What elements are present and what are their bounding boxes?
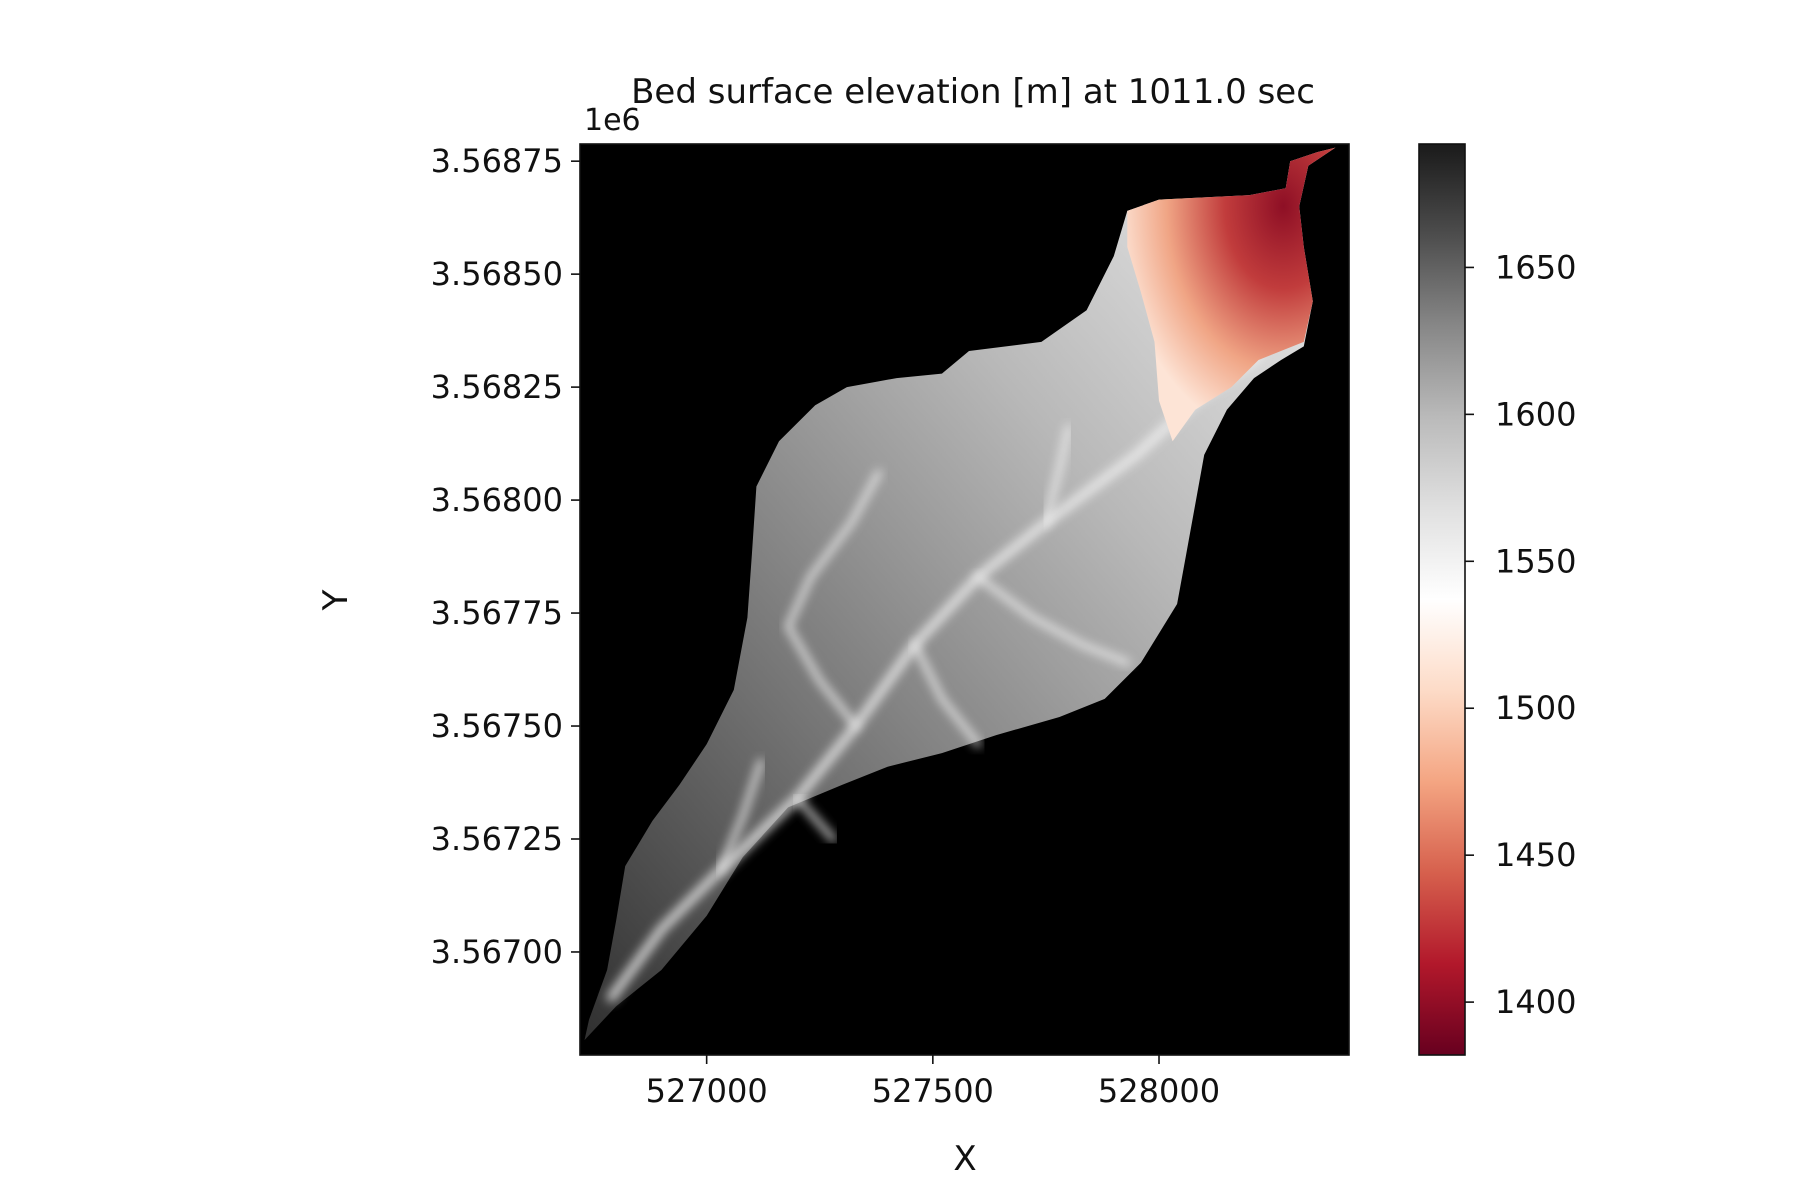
- colorbar-tick-label: 1450: [1495, 836, 1576, 874]
- channel-line: [911, 641, 982, 748]
- colorbar-ticks: 1400 1450 1500 1550 1600 1650: [1465, 248, 1576, 1021]
- colorbar-tick-label: 1500: [1495, 689, 1576, 727]
- y-offset-label: 1e6: [584, 103, 641, 138]
- colorbar-tick-label: 1400: [1495, 983, 1576, 1021]
- channel-line: [793, 794, 837, 843]
- x-tick-label: 528000: [1098, 1072, 1220, 1110]
- plot-frame: [579, 143, 1350, 1056]
- y-tick-label: 3.56850: [431, 255, 563, 293]
- y-tick-label: 3.56775: [431, 594, 563, 632]
- x-tick-label: 527500: [872, 1072, 994, 1110]
- y-tick-label: 3.56875: [431, 142, 563, 180]
- channel-line: [784, 469, 883, 730]
- elevation-map: [584, 147, 1336, 1041]
- y-tick-label: 3.56725: [431, 820, 563, 858]
- y-tick-label: 3.56800: [431, 481, 563, 519]
- chart-title: Bed surface elevation [m] at 1011.0 sec: [631, 72, 1315, 112]
- low-elevation-region: [1127, 147, 1336, 442]
- y-tick-label: 3.56700: [431, 933, 563, 971]
- colorbar-tick-label: 1600: [1495, 395, 1576, 433]
- x-axis: 527000 527500 528000: [646, 1055, 1220, 1110]
- colorbar-tick-label: 1550: [1495, 542, 1576, 580]
- colorbar-tick-label: 1650: [1495, 248, 1576, 286]
- channel-line: [716, 758, 765, 875]
- y-tick-label: 3.56825: [431, 368, 563, 406]
- y-axis-label: Y: [316, 589, 356, 611]
- colorbar-gradient: [1418, 143, 1466, 1056]
- channel-line: [974, 573, 1131, 667]
- y-tick-label: 3.56750: [431, 707, 563, 745]
- colorbar: 1400 1450 1500 1550 1600 1650: [1418, 143, 1576, 1056]
- channel-line: [1042, 424, 1072, 527]
- x-tick-label: 527000: [646, 1072, 768, 1110]
- plot-area: [579, 143, 1350, 1056]
- x-axis-label: X: [953, 1139, 976, 1179]
- y-axis: 3.56700 3.56725 3.56750 3.56775 3.56800 3.568…: [431, 142, 580, 971]
